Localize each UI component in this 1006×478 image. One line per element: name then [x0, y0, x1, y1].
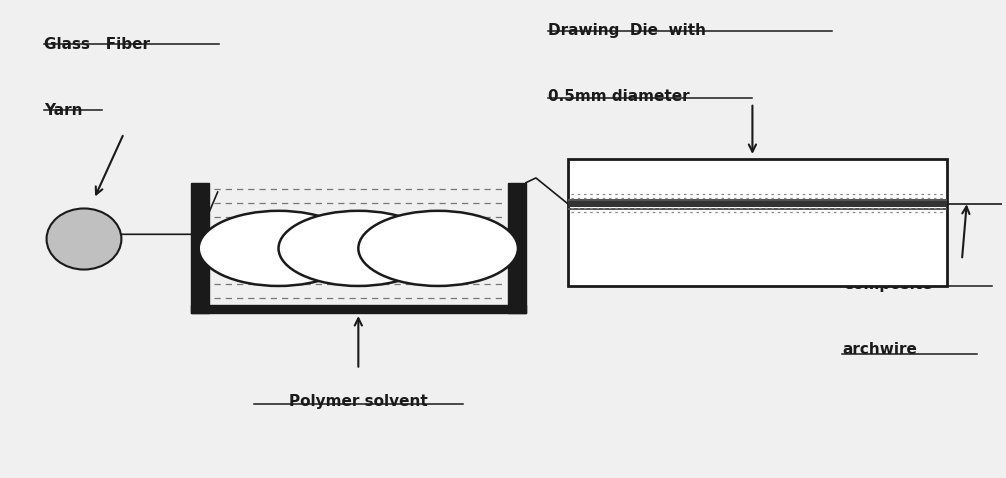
- Text: Yarn: Yarn: [44, 103, 82, 118]
- Polygon shape: [508, 183, 526, 313]
- Text: Polymer solvent: Polymer solvent: [289, 394, 428, 409]
- Polygon shape: [191, 305, 526, 313]
- Text: Glass   Fiber: Glass Fiber: [44, 37, 150, 52]
- Text: 0.5mm diameter: 0.5mm diameter: [548, 89, 689, 104]
- Text: archwire: archwire: [842, 342, 917, 358]
- Text: Composite: Composite: [842, 277, 933, 292]
- Polygon shape: [191, 183, 208, 313]
- Polygon shape: [208, 183, 508, 296]
- Text: Drawing  Die  with: Drawing Die with: [548, 23, 706, 38]
- Bar: [567, 198, 947, 201]
- Circle shape: [358, 211, 518, 286]
- Circle shape: [199, 211, 358, 286]
- Ellipse shape: [46, 208, 122, 270]
- Circle shape: [279, 211, 439, 286]
- Bar: [567, 207, 947, 210]
- Bar: [567, 159, 947, 286]
- Bar: [567, 201, 947, 206]
